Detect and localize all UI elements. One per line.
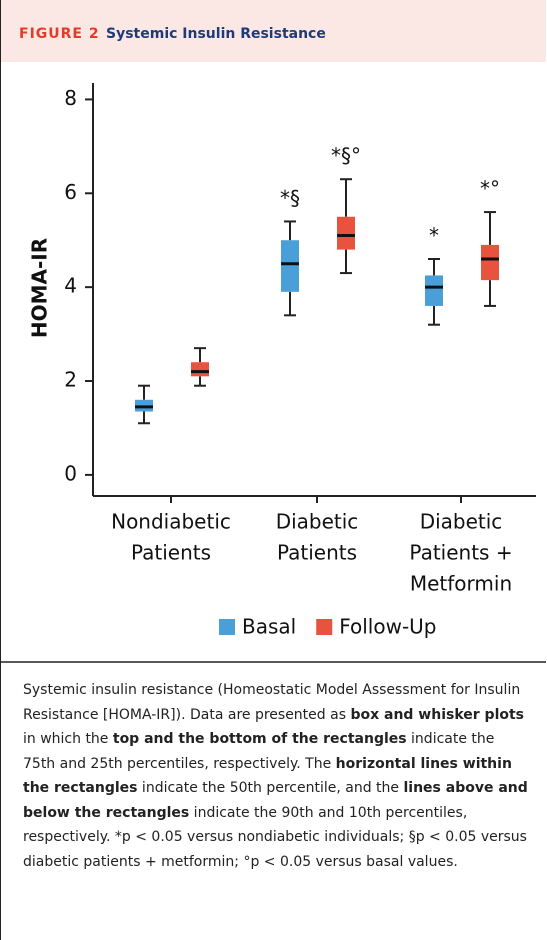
annotation: *°: [480, 177, 500, 201]
y-axis-label: HOMA-IR: [28, 238, 52, 338]
box: [337, 216, 355, 250]
figure-label: FIGURE 2: [19, 26, 100, 42]
header-band: [1, 0, 546, 62]
caption-text: horizontal lines within the rectangles: [23, 755, 512, 797]
x-tick-label: Nondiabetic: [111, 510, 231, 534]
caption-text: top and the bottom of the rectangles: [112, 731, 407, 747]
y-tick-label: 2: [64, 368, 77, 392]
y-tick-label: 0: [64, 461, 77, 485]
caption-text: in which the: [23, 731, 113, 747]
x-tick-label: Patients: [131, 541, 211, 565]
legend-swatch: [219, 619, 235, 635]
annotation: *§°: [331, 144, 361, 168]
box: [425, 275, 443, 306]
caption-text: indicate the 50th percentile, and the: [137, 780, 404, 796]
legend-label: Follow-Up: [339, 615, 436, 639]
box: [281, 240, 299, 292]
x-tick-label: Diabetic: [276, 510, 359, 534]
caption-text: box and whisker plots: [350, 706, 525, 723]
caption-text: indicate the 90th and 10th percentiles, …: [23, 804, 527, 870]
x-tick-label: Metformin: [410, 572, 512, 596]
annotation: *§: [280, 186, 300, 210]
caption: Systemic insulin resistance (Homeostatic…: [23, 678, 528, 874]
x-tick-label: Diabetic: [420, 510, 503, 534]
y-tick-label: 8: [64, 86, 77, 110]
annotation: *: [429, 223, 439, 247]
box: [191, 362, 209, 377]
caption-text: indicate the 75th and 25th percentiles, …: [23, 731, 495, 772]
y-tick-label: 4: [64, 274, 77, 298]
legend-label: Basal: [242, 615, 296, 639]
x-tick-label: Patients +: [409, 541, 512, 565]
caption-text: lines above and below the rectangles: [23, 780, 528, 821]
box: [481, 244, 499, 281]
legend-swatch: [316, 619, 333, 635]
caption-text: Systemic insulin resistance (Homeostatic…: [23, 682, 521, 723]
x-tick-label: Patients: [277, 541, 357, 565]
chart: FIGURE 2 Systemic Insulin Resistance HOM…: [1, 0, 546, 663]
chart-title: Systemic Insulin Resistance: [106, 26, 326, 42]
y-tick-label: 6: [64, 180, 77, 204]
